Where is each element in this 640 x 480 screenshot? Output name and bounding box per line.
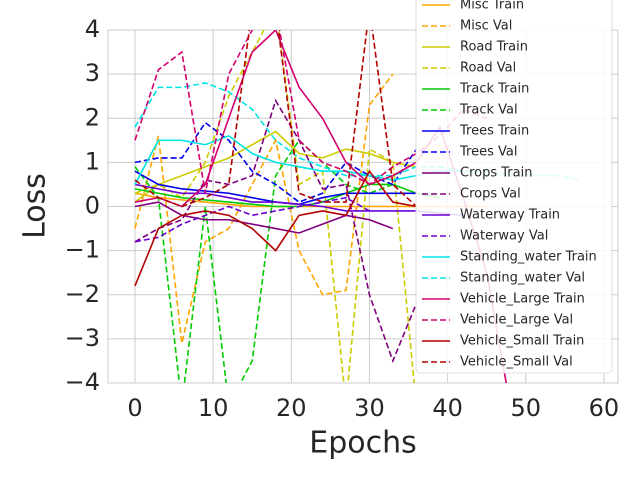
series-line	[134, 134, 464, 185]
x-tick-label: 20	[276, 394, 307, 422]
y-tick-label: 1	[85, 147, 100, 175]
x-tick-label: 0	[127, 394, 142, 422]
legend-label: Misc Val	[460, 19, 512, 34]
legend-label: Vehicle_Large Val	[460, 313, 573, 328]
y-tick-label: −3	[65, 324, 100, 352]
series-line	[134, 169, 417, 287]
legend-label: Misc Train	[460, 0, 524, 13]
x-axis-label: Epochs	[309, 426, 417, 461]
y-tick-label: −4	[65, 368, 100, 396]
y-tick-label: 4	[85, 15, 100, 43]
legend-label: Standing_water Train	[460, 250, 597, 265]
y-tick-label: −1	[65, 236, 100, 264]
y-tick-label: 0	[85, 192, 100, 220]
legend-box	[415, 0, 613, 374]
series-line	[134, 98, 418, 364]
series-line	[134, 183, 464, 217]
x-tick-label: 30	[354, 394, 385, 422]
legend-label: Vehicle_Large Train	[460, 292, 585, 307]
x-tick-label: 50	[510, 394, 541, 422]
legend-label: Vehicle_Small Val	[460, 355, 573, 370]
legend-label: Trees Train	[459, 124, 529, 139]
legend-label: Waterway Train	[460, 208, 560, 223]
x-tick-label: 60	[589, 394, 620, 422]
legend-label: Waterway Val	[460, 229, 548, 244]
legend: Misc Train Misc Val Road Train Road Val Trac…	[415, 0, 613, 374]
x-tick-label: 40	[432, 394, 463, 422]
legend-label: Track Val	[459, 103, 518, 118]
series-line	[134, 183, 440, 208]
series-line	[134, 201, 394, 234]
x-tick-label: 10	[198, 394, 229, 422]
legend-label: Standing_water Val	[460, 271, 585, 286]
series-line	[134, 139, 394, 383]
legend-label: Crops Val	[460, 187, 521, 202]
legend-label: Road Train	[460, 40, 528, 55]
series-line	[134, 121, 418, 203]
lines	[134, 30, 581, 383]
series-line	[134, 196, 370, 243]
legend-label: Track Train	[459, 82, 529, 97]
y-tick-label: 3	[85, 59, 100, 87]
y-tick-label: −2	[65, 280, 100, 308]
y-axis-label: Loss	[18, 173, 53, 239]
legend-label: Road Val	[460, 61, 516, 76]
legend-label: Vehicle_Small Train	[460, 334, 584, 349]
legend-label: Crops Train	[460, 166, 532, 181]
legend-label: Trees Val	[459, 145, 517, 160]
series-line	[134, 30, 417, 208]
y-tick-label: 2	[85, 103, 100, 131]
